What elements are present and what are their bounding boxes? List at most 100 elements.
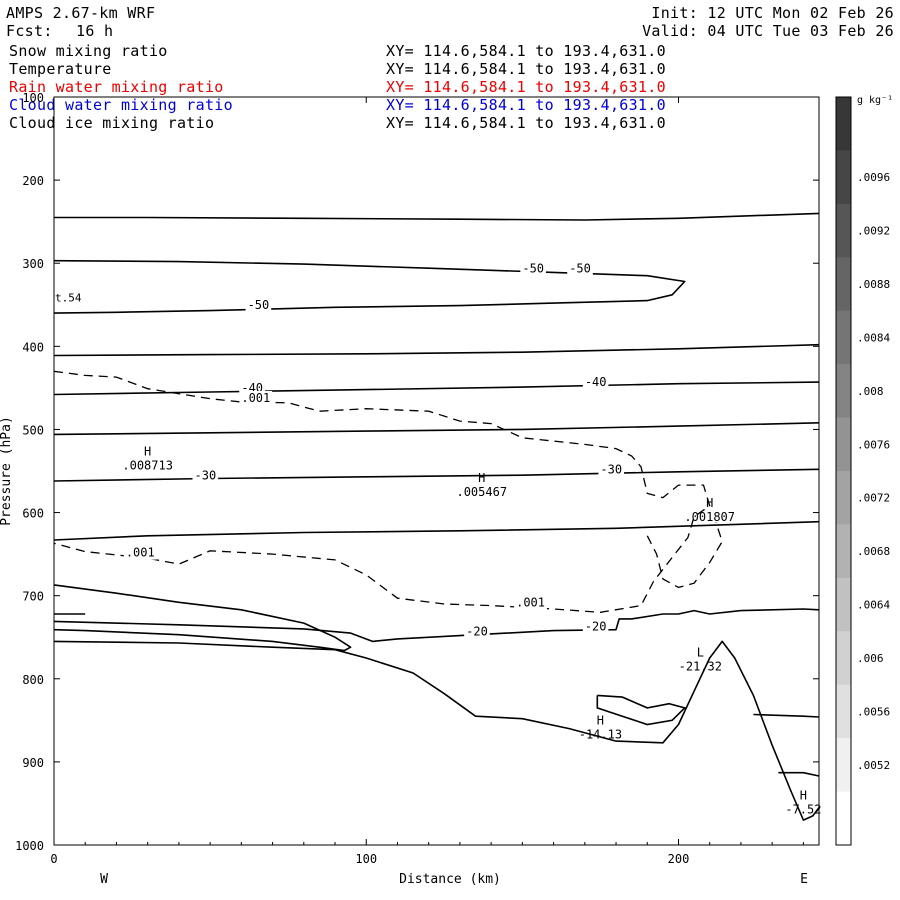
y-tick-label: 200 [22, 174, 44, 188]
temperature-contour-line [753, 713, 820, 718]
y-tick-label: 300 [22, 257, 44, 271]
temperature-contour-line [53, 422, 820, 436]
y-tick-label: 100 [22, 91, 44, 105]
temperature-contour-line [53, 520, 820, 541]
colorbar-block [836, 524, 851, 579]
edge-value-label: t.54 [55, 291, 82, 304]
colorbar: .0096 .0092 .0088 .0084 .008 .0076 .0072 .0068.… [835, 95, 893, 846]
x-axis-label: Distance (km) [399, 872, 501, 887]
west-label: W [100, 872, 108, 887]
plot-border [53, 96, 820, 846]
colorbar-tick-label: .0088 [857, 278, 890, 291]
colorbar-tick-label: .0096 [857, 171, 890, 184]
contour-label: -20 [585, 620, 607, 634]
temperature-contour-line [53, 468, 820, 482]
temperature-contour-line [53, 584, 352, 652]
y-tick-label: 400 [22, 340, 44, 354]
colorbar-block [836, 417, 851, 472]
colorbar-tick-label: .0076 [857, 438, 890, 451]
colorbar-tick-label: .0084 [857, 331, 890, 344]
colorbar-block [836, 364, 851, 418]
colorbar-block [836, 310, 851, 365]
rain-water-contour-line [646, 522, 723, 589]
extremum-value: .005467 [456, 485, 507, 499]
colorbar-block [836, 738, 851, 792]
contour-label-bg [239, 391, 273, 406]
field-xy-range: XY= 114.6,584.1 to 193.4,631.0 [386, 114, 666, 132]
y-tick-label: 1000 [15, 839, 44, 853]
contour-label: .001 [516, 595, 545, 609]
x-tick-label: 0 [50, 852, 57, 866]
extremum-value: -7.52 [785, 802, 821, 816]
contour-label-bg [245, 297, 272, 312]
colorbar-block [836, 631, 851, 686]
colorbar-tick-label: .0056 [857, 705, 890, 718]
contour-label-bg [582, 619, 609, 634]
contour-label: -20 [466, 625, 488, 639]
field-name: Snow mixing ratio [9, 42, 168, 60]
contour-label-bg [567, 261, 593, 276]
terrain-line [53, 640, 820, 821]
contour-label: -30 [600, 462, 622, 476]
field-xy-range: XY= 114.6,584.1 to 193.4,631.0 [386, 60, 666, 78]
extremum-value: .008713 [122, 458, 173, 472]
temperature-contour-line [778, 771, 820, 777]
temperature-contour-line [54, 212, 820, 221]
colorbar-unit-label: g kg⁻¹ [857, 95, 893, 106]
colorbar-border [835, 96, 852, 846]
model-title: AMPS 2.67-km WRF [6, 4, 156, 22]
y-axis-label: Pressure (hPa) [0, 416, 14, 526]
colorbar-block [836, 684, 851, 739]
extremum-value: -14.13 [579, 728, 622, 742]
colorbar-block [836, 471, 851, 525]
contour-label-bg [192, 468, 219, 483]
extremum-value: -21.32 [679, 659, 722, 673]
closed-contour [596, 694, 687, 726]
east-label: E [800, 872, 808, 887]
valid-time: Valid: 04 UTC Tue 03 Feb 26 [642, 22, 894, 40]
field-xy-range: XY= 114.6,584.1 to 193.4,631.0 [386, 42, 666, 60]
colorbar-block [836, 150, 851, 205]
high-marker: H [800, 788, 807, 802]
contour-label: -50 [569, 261, 591, 275]
y-tick-label: 600 [22, 507, 44, 521]
temperature-contours [53, 212, 820, 821]
colorbar-tick-label: .0072 [857, 492, 890, 505]
extremum-value: .001807 [684, 510, 735, 524]
init-time: Init: 12 UTC Mon 02 Feb 26 [651, 4, 894, 22]
axes: 100 200 300 400 500 600 700 800 900 1000 0 100 200 Di… [0, 91, 819, 887]
contour-label-bg [514, 595, 547, 610]
rain-water-contours [53, 370, 723, 613]
contour-label: -50 [522, 261, 544, 275]
colorbar-block [836, 97, 851, 151]
contour-label: -40 [585, 375, 607, 389]
contour-label-bg [520, 261, 546, 276]
x-tick-label: 200 [668, 852, 690, 866]
y-tick-label: 800 [22, 673, 44, 687]
rain-water-contour-line [53, 370, 711, 613]
field-name: Cloud water mixing ratio [9, 96, 233, 114]
contour-label-bg [464, 624, 490, 639]
colorbar-block [836, 203, 851, 258]
high-marker: H [597, 714, 604, 728]
colorbar-tick-label: .0068 [857, 545, 890, 558]
field-xy-range: XY= 114.6,584.1 to 193.4,631.0 [386, 96, 666, 114]
contour-label: .001 [241, 391, 270, 405]
colorbar-block [836, 791, 851, 846]
contour-label: .001 [126, 546, 155, 560]
contour-label-bg [582, 375, 609, 390]
colorbar-tick-label: .008 [857, 385, 884, 398]
y-tick-label: 900 [22, 756, 44, 770]
field-name: Rain water mixing ratio [9, 78, 224, 96]
colorbar-block [836, 257, 851, 312]
temperature-contour-line [53, 343, 820, 357]
contour-labels: -50 -50-50-40 -40-30 -30-20 -20.001.001.001H… [122, 261, 821, 816]
field-name: Temperature [9, 60, 112, 78]
colorbar-tick-label: .0092 [857, 225, 890, 238]
y-tick-label: 700 [22, 590, 44, 604]
temperature-contour-line [53, 608, 820, 643]
forecast-hours: 16 h [76, 22, 114, 40]
contour-label-bg [598, 462, 625, 477]
colorbar-tick-label: .006 [857, 652, 884, 665]
